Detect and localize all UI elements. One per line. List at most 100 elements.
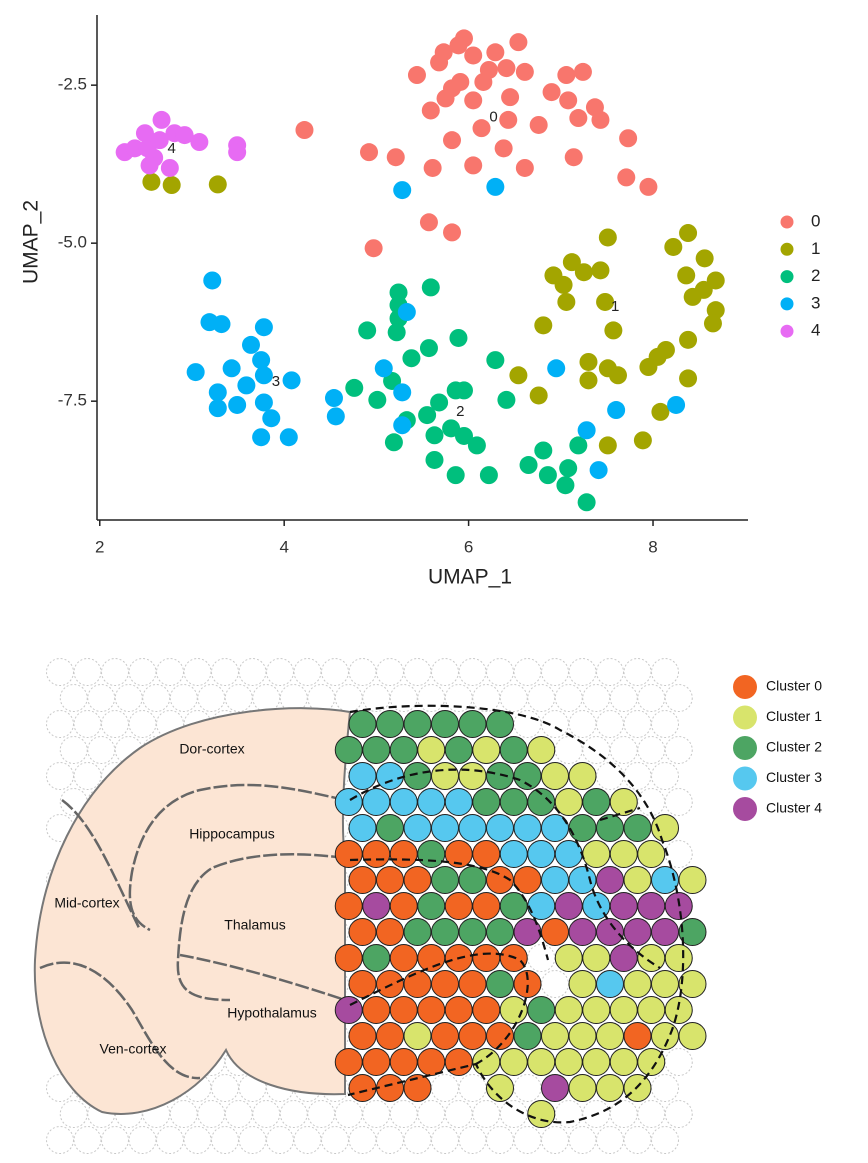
grid-spot [87, 736, 116, 764]
point [564, 148, 583, 167]
point [254, 318, 273, 337]
cluster-spot [417, 892, 446, 920]
y-tick-label: -5.0 [58, 233, 87, 252]
cluster-spot [362, 892, 391, 920]
region-label: Hypothalamus [227, 1005, 317, 1021]
grid-spot [403, 1126, 432, 1154]
point [497, 390, 516, 409]
grid-spot [293, 1126, 322, 1154]
region-outline [347, 704, 685, 1124]
point [474, 72, 493, 91]
grid-spot [417, 1100, 446, 1128]
grid-spot [293, 658, 322, 686]
point [486, 351, 505, 370]
grid-spot [389, 684, 418, 712]
cluster-spot [486, 918, 514, 946]
grid-spot [596, 762, 624, 790]
grid-spot [197, 684, 226, 712]
grid-spot [664, 1100, 693, 1128]
grid-spot [623, 710, 652, 738]
grid-spot [513, 710, 542, 738]
cluster-spot [389, 996, 418, 1024]
grid-spot [596, 710, 624, 738]
point [162, 176, 181, 195]
region-label: Hippocampus [189, 826, 275, 842]
point [449, 328, 468, 347]
point [598, 228, 617, 247]
x-tick-label: 6 [464, 537, 473, 556]
point [262, 409, 281, 428]
cluster-spot [376, 866, 404, 894]
point [677, 266, 696, 285]
cluster-spot [486, 970, 514, 998]
point [446, 466, 465, 485]
point [142, 172, 161, 191]
grid-spot [568, 710, 597, 738]
cluster-spot [637, 840, 666, 868]
grid-spot [664, 840, 693, 868]
cluster-spot [417, 788, 446, 816]
cluster-spot [458, 866, 487, 894]
grid-spot [664, 1048, 693, 1076]
cluster-spot [389, 736, 418, 764]
grid-spot [169, 684, 198, 712]
cluster-spot [458, 1022, 487, 1050]
y-tick-label: -7.5 [58, 391, 87, 410]
grid-spot [664, 736, 693, 764]
cluster-spot [472, 944, 501, 972]
point [279, 428, 298, 447]
legend-label: Cluster 0 [766, 678, 822, 694]
cluster-spot [623, 918, 652, 946]
point [598, 359, 617, 378]
cluster-spot [541, 918, 569, 946]
cluster-spot [472, 1048, 501, 1076]
point [664, 237, 683, 256]
legend-key [780, 297, 794, 311]
grid-spot [279, 1100, 308, 1128]
cluster-spot [596, 970, 624, 998]
point [326, 407, 345, 426]
cluster-spot [376, 1022, 404, 1050]
point [573, 62, 592, 81]
point [557, 292, 576, 311]
grid-spot [513, 658, 542, 686]
grid-spot [403, 658, 432, 686]
point [397, 303, 416, 322]
grid-spot [156, 1126, 184, 1154]
cluster-spot [376, 918, 404, 946]
point [152, 110, 171, 129]
point [364, 239, 383, 258]
point [140, 156, 159, 175]
point [569, 436, 588, 455]
point [443, 131, 462, 150]
grid-spot [651, 658, 679, 686]
grid-spot [458, 1074, 487, 1102]
grid-spot [169, 1100, 198, 1128]
point [639, 358, 658, 377]
legend-label: Cluster 3 [766, 769, 822, 785]
point [252, 351, 271, 370]
grid-spot [156, 658, 184, 686]
point [589, 461, 608, 480]
point [160, 158, 179, 177]
grid-spot [486, 1126, 514, 1154]
grid-spot [307, 1100, 336, 1128]
legend-key [733, 797, 757, 821]
cluster-spot [486, 814, 514, 842]
point [387, 323, 406, 342]
point [423, 158, 442, 177]
point [559, 459, 578, 478]
x-tick-label: 4 [279, 537, 288, 556]
point [186, 363, 205, 382]
point [617, 168, 636, 187]
cluster-spot [527, 1100, 556, 1128]
legend-key [733, 705, 757, 730]
point [542, 83, 561, 102]
grid-spot [664, 788, 693, 816]
point [577, 493, 596, 512]
brain-outline [33, 707, 352, 1115]
point [421, 278, 440, 297]
grid-spot [321, 658, 349, 686]
grid-spot [623, 658, 652, 686]
grid-spot [211, 1126, 239, 1154]
